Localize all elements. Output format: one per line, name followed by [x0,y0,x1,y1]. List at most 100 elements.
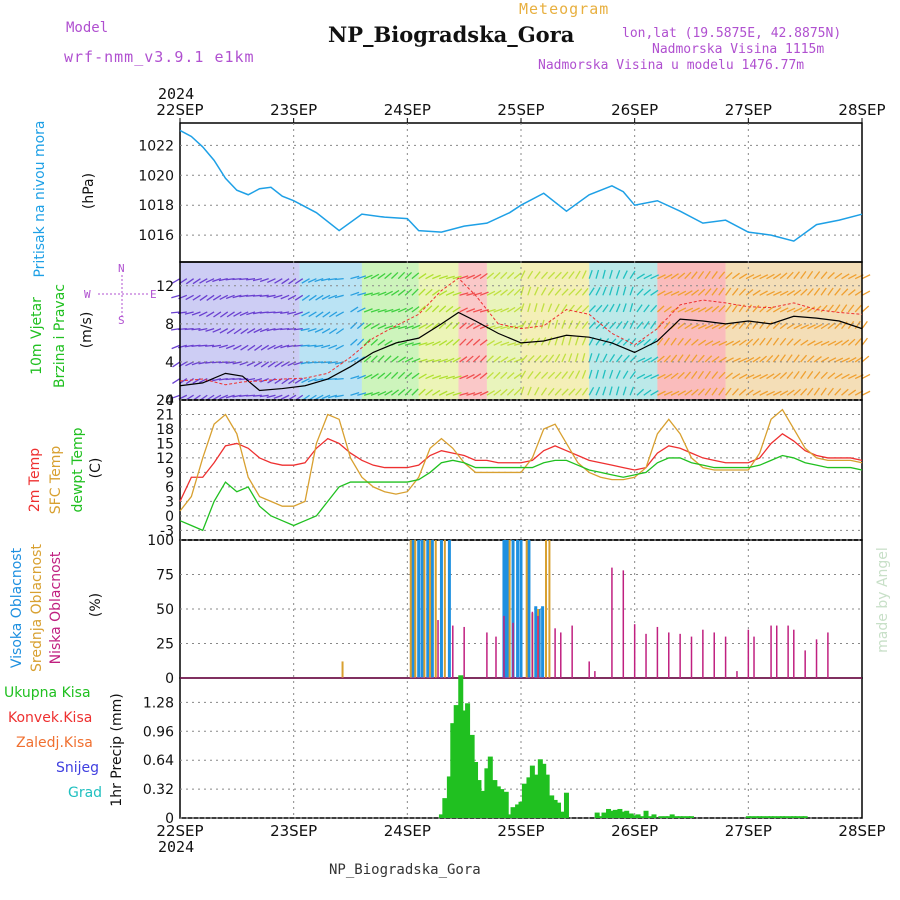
wind-barb [493,308,503,313]
wind-barb [527,270,534,280]
wind-barb [253,328,263,334]
wind-barb [861,337,868,346]
precip-bar [480,790,486,818]
cloud-bar-visoka [534,606,538,678]
wind-barb [657,373,666,380]
wind-barb [370,391,380,396]
wind-barb [185,394,194,401]
wind-barb [786,354,793,363]
wind-barb [574,336,579,346]
precip-bar [666,816,672,818]
temp-ytick: 24 [156,393,174,409]
cloud-bar-visoka [502,540,506,678]
precip-bar [510,807,516,818]
wind-barb [445,357,455,363]
wind-barb [800,388,808,396]
wind-barb [404,372,413,380]
wind-barb [205,344,215,347]
wind-barb [315,294,324,301]
wind-barb [377,291,387,296]
wind-barb [574,370,581,379]
wind-barb [459,322,467,330]
cloud-bar-srednja [443,540,446,678]
wind-barb [171,278,181,284]
wind-barb [452,291,462,296]
wind-label-2: Brzina i Pravac [52,284,68,388]
cloud-bar-srednja [525,540,528,678]
wind-barb [752,289,761,296]
wind-barb [806,370,814,379]
wind-barb [820,271,828,280]
wind-barb [273,344,283,350]
wind-barb [615,286,620,296]
wind-barb [636,288,644,296]
precip-bar [438,814,444,818]
wind-barb [779,337,787,346]
precip-bar [465,703,471,818]
wind-barb [622,338,630,346]
cloud-bar-visoka [411,540,415,678]
wind-barb [466,308,476,313]
wind-barb [246,311,256,316]
wind-barb [287,394,297,401]
wind-barb [314,328,324,333]
wind-speed-line [179,311,863,392]
wind-barb [731,304,739,313]
wind-barb [493,340,503,346]
wind-barb [615,303,621,313]
precip-bar [549,795,555,818]
wind-barb [225,394,235,399]
wind-barb [245,394,256,397]
wind-barb [431,289,440,296]
wind-barb [438,339,448,346]
precip-bar [458,675,464,818]
cloud-bar-visoka [439,540,443,678]
precip-bar [556,802,562,818]
wind-barb [350,338,358,346]
cloud-bar-visoka [417,540,421,678]
wind-barb [841,304,848,313]
wind-barb [690,370,698,379]
wind-barb [370,338,379,346]
wind-barb [267,278,276,283]
wind-barb [629,386,635,396]
wind-band-fresh-2 [486,262,521,400]
cloud-bar-srednja [548,540,551,678]
wind-barb [540,319,545,329]
wind-barb [500,356,509,363]
cloud-bar-niska [594,671,596,678]
wind-barb [800,288,808,296]
wind-barb [252,311,262,315]
wind-barb [602,269,606,279]
wind-barb [595,269,600,279]
wind-barb [321,294,331,300]
wind-barb [841,373,850,380]
wind-barb [568,320,574,329]
wind-barb [294,378,304,384]
wind-barb [643,273,653,280]
wind-barb [334,278,344,281]
wind-barb [827,357,837,363]
wind-barb [759,373,768,380]
wind-barb [445,305,454,313]
wind-barb [643,320,650,330]
wind-barb [745,357,755,363]
wind-barb [288,278,297,285]
wind-barb [391,389,400,396]
wind-barb [834,388,842,396]
wind-barb [301,294,310,301]
wind-barb [506,372,515,380]
cloud-bar-niska [804,650,806,678]
wind-barb [670,290,680,296]
cloud-bar-niska [793,629,795,678]
wind-barb [568,271,575,280]
wind-barb [301,278,310,284]
wind-barb [411,288,419,296]
precip-bar [646,816,652,818]
wind-barb [357,292,367,296]
bottom-tick-24SEP: 24SEP [384,822,431,840]
wind-barb [745,389,754,396]
wind-barb [459,356,468,363]
wind-barb [581,305,590,313]
wind-barb [657,274,666,280]
